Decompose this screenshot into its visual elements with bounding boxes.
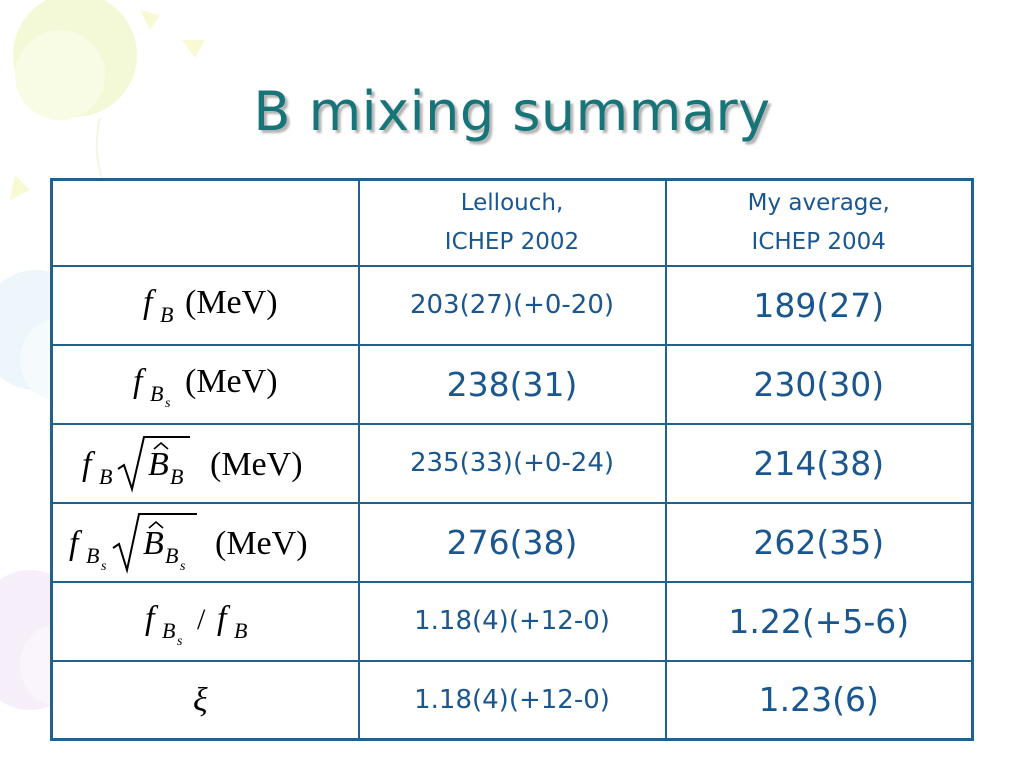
- hat-mark: [153, 441, 169, 450]
- formula-fBs: f B s (MeV): [133, 363, 278, 409]
- slide-title: B mixing summary: [253, 80, 771, 143]
- formula-fB: f B (MeV): [143, 284, 278, 327]
- cell-my-average: 214(38): [664, 422, 974, 504]
- quantity-ratio: f B s / f B: [50, 580, 360, 662]
- header-lellouch-line2: ICHEP 2002: [444, 228, 580, 255]
- cell-lellouch: 1.18(4)(+12-0): [357, 659, 667, 741]
- symbol-B-hat: B: [148, 446, 169, 483]
- symbol-s-sub: s: [180, 559, 186, 574]
- table-row: f B s B B s (MeV) 276(38) 262(35): [50, 501, 974, 583]
- quantity-fB-sqrtBB: f B B B (MeV): [50, 422, 360, 504]
- symbol-B-sub: B: [234, 618, 247, 643]
- header-my-average: My average, ICHEP 2004: [664, 178, 974, 267]
- symbol-B-sub: B: [165, 543, 178, 568]
- symbol-B-sub: B: [170, 464, 183, 489]
- symbol-B-sub: B: [99, 464, 112, 489]
- cell-my-average: 189(27): [664, 264, 974, 346]
- symbol-B-sub: B: [162, 618, 175, 643]
- table-row: f B s / f B 1.18(4)(+12-0) 1.22(+5-6): [50, 580, 974, 662]
- quantity-fBs: f B s (MeV): [50, 343, 360, 425]
- unit-text: (MeV): [185, 363, 278, 400]
- table-row: f B B B (MeV) 235(33)(+0-24) 214(38): [50, 422, 974, 504]
- formula-ratio: f B s / f B: [145, 600, 247, 649]
- summary-table: Lellouch, ICHEP 2002 My average, ICHEP 2…: [50, 178, 974, 741]
- header-lellouch-line1: Lellouch,: [460, 189, 564, 216]
- cell-lellouch: 203(27)(+0-20): [357, 264, 667, 346]
- cell-lellouch: 276(38): [357, 501, 667, 583]
- formula-xi: ξ: [193, 682, 208, 719]
- symbol-f: f: [217, 600, 231, 637]
- cell-my-average: 1.23(6): [664, 659, 974, 741]
- cell-lellouch: 238(31): [357, 343, 667, 425]
- header-lellouch: Lellouch, ICHEP 2002: [357, 178, 667, 267]
- header-empty-cell: [50, 178, 360, 267]
- cell-my-average: 1.22(+5-6): [664, 580, 974, 662]
- unit-text: (MeV): [210, 446, 303, 483]
- symbol-xi: ξ: [193, 682, 208, 719]
- cell-lellouch: 235(33)(+0-24): [357, 422, 667, 504]
- header-my-average-line1: My average,: [747, 189, 890, 216]
- cell-my-average: 230(30): [664, 343, 974, 425]
- symbol-s-sub: s: [165, 396, 171, 409]
- table-row: f B s (MeV) 238(31) 230(30): [50, 343, 974, 425]
- quantity-fB: f B (MeV): [50, 264, 360, 346]
- symbol-f: f: [143, 284, 157, 321]
- unit-text: (MeV): [185, 284, 278, 321]
- symbol-slash: /: [197, 603, 206, 636]
- formula-fBs-sqrtBBs: f B s B B s (MeV): [69, 513, 308, 574]
- symbol-s-sub: s: [101, 559, 107, 574]
- header-row: Lellouch, ICHEP 2002 My average, ICHEP 2…: [50, 178, 974, 267]
- unit-text: (MeV): [215, 525, 308, 562]
- symbol-f: f: [82, 446, 96, 483]
- hat-mark: [148, 520, 164, 529]
- formula-fB-sqrtBB: f B B B (MeV): [82, 436, 303, 493]
- quantity-xi: ξ: [50, 659, 360, 741]
- symbol-B-sub: B: [160, 302, 173, 327]
- sqrt-sign: [117, 436, 191, 493]
- table-row: ξ 1.18(4)(+12-0) 1.23(6): [50, 659, 974, 741]
- symbol-B-hat: B: [143, 525, 164, 562]
- sqrt-sign: [112, 513, 198, 574]
- cell-lellouch: 1.18(4)(+12-0): [357, 580, 667, 662]
- symbol-f: f: [145, 600, 159, 637]
- symbol-B-sub: B: [86, 543, 99, 568]
- quantity-fBs-sqrtBBs: f B s B B s (MeV): [50, 501, 360, 583]
- symbol-B-sub: B: [150, 381, 163, 406]
- symbol-f: f: [69, 525, 83, 562]
- symbol-f: f: [133, 363, 147, 400]
- header-my-average-line2: ICHEP 2004: [751, 228, 886, 255]
- cell-my-average: 262(35): [664, 501, 974, 583]
- table-row: f B (MeV) 203(27)(+0-20) 189(27): [50, 264, 974, 346]
- symbol-s-sub: s: [177, 634, 183, 649]
